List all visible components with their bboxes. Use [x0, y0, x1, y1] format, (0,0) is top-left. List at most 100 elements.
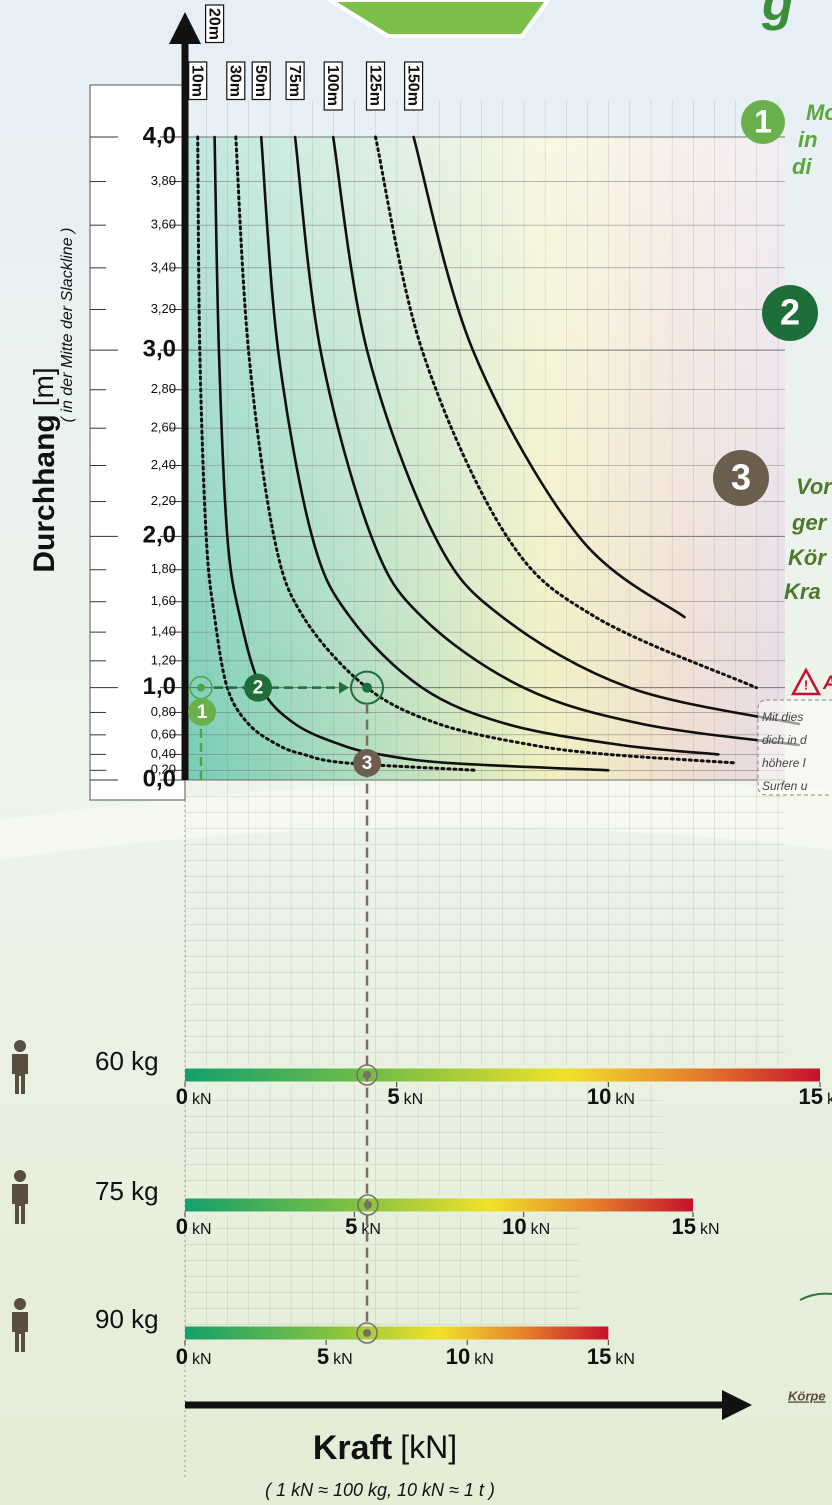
x-tick-unit: kN — [827, 1091, 832, 1108]
y-tick-label: 0,20 — [151, 762, 176, 777]
y-tick-label: 3,60 — [151, 217, 176, 232]
series-label-box: 125m — [365, 61, 386, 111]
example-reading-dot — [363, 1201, 372, 1209]
example-layer: 1 2 3 — [188, 670, 385, 1344]
y-tick-label: 1,60 — [151, 593, 176, 608]
x-tick-unit: kN — [615, 1091, 635, 1108]
x-tick-label: 10 — [446, 1344, 470, 1369]
x-tick-label: 5 — [345, 1214, 357, 1239]
step-badge-number: 3 — [731, 457, 751, 498]
series-label-frame — [285, 61, 305, 101]
series-label-box: 10m — [188, 61, 208, 101]
step-text: Mo — [806, 100, 832, 125]
warning-text: höhere l — [762, 756, 806, 770]
step-text: di — [792, 154, 812, 179]
x-tick-label: 0 — [176, 1344, 188, 1369]
person-icon — [14, 1298, 26, 1310]
plot-grid — [185, 100, 785, 780]
ruler — [89, 84, 186, 801]
series-label-box: 20m — [205, 4, 225, 44]
y-tick-label: 0,80 — [151, 704, 176, 719]
y-tick-label: 3,20 — [151, 301, 176, 316]
x-axis-title: Kraft [kN] — [313, 1429, 457, 1467]
y-tick-label: 2,60 — [151, 420, 176, 435]
weight-label: 90 kg — [95, 1304, 159, 1334]
step-badge — [762, 285, 818, 341]
series-label-frame — [365, 61, 386, 111]
step-marker — [244, 673, 273, 702]
series-label-frame — [205, 4, 225, 44]
x-label: Kraft — [313, 1429, 392, 1467]
x-tick-label: 5 — [387, 1084, 399, 1109]
series-label-frame — [226, 61, 246, 101]
y-tick-label: 3,40 — [151, 259, 176, 274]
y-tick-label: 3,0 — [143, 336, 176, 363]
warning-icon-mark: ! — [804, 677, 808, 692]
y-label: Durchhang — [28, 414, 61, 572]
series-label-box: 150m — [404, 61, 424, 111]
x-tick-unit: kN — [361, 1221, 381, 1238]
example-reading-dot — [363, 1071, 372, 1079]
step-text: Kör — [788, 545, 827, 570]
y-note: ( in der Mitte der Slackline ) — [59, 228, 76, 423]
weight-label: 60 kg — [95, 1046, 159, 1076]
x-tick-label: 15 — [672, 1214, 696, 1239]
series-label-box: 30m — [226, 61, 246, 101]
person-icon — [12, 1184, 28, 1224]
x-tick-unit: kN — [192, 1351, 212, 1368]
y-tick-label: 2,80 — [151, 381, 176, 396]
y-tick-label: 2,0 — [143, 522, 176, 549]
banner — [326, 0, 551, 38]
x-tick-label: 10 — [587, 1084, 611, 1109]
example-start-dot — [197, 683, 205, 692]
x-tick-label: 0 — [176, 1214, 188, 1239]
x-tick-unit: kN — [531, 1221, 551, 1238]
warning-icon — [790, 667, 822, 696]
curve — [259, 135, 720, 756]
y-tick-label: 4,0 — [143, 122, 176, 149]
x-tick-unit: kN — [192, 1221, 212, 1238]
curve — [331, 135, 801, 726]
series-label-frame — [251, 61, 271, 101]
weight-label: 75 kg — [95, 1176, 159, 1206]
caption-fragment: Körpe — [788, 1388, 826, 1403]
series-label: 75m — [286, 65, 303, 97]
step-text: Kra — [784, 579, 821, 604]
series-label-box: 100m — [323, 61, 343, 111]
x-tick-unit: kN — [700, 1221, 720, 1238]
x-tick-label: 15 — [587, 1344, 611, 1369]
x-tick-label: 10 — [502, 1214, 526, 1239]
warning-text: dich in d — [762, 733, 807, 747]
y-tick-label: 2,20 — [151, 493, 176, 508]
step-badge — [713, 450, 769, 506]
ruler-layer: 0,00,200,400,600,801,01,201,401,601,802,… — [90, 122, 185, 792]
step-text: in — [798, 127, 818, 152]
grid-layer — [185, 136, 785, 781]
illustration-fragment — [799, 1292, 832, 1301]
example-reading-dot — [363, 1329, 372, 1337]
y-tick-label: 1,40 — [151, 624, 176, 639]
series-label: 20m — [205, 8, 222, 40]
x-tick-unit: kN — [474, 1351, 494, 1368]
scale-layer: 60 kg0kN5kN10kN15kN75 kg0kN5kN10kN15kN90… — [12, 1040, 832, 1369]
y-tick-label: 3,80 — [151, 173, 176, 188]
step-marker — [353, 749, 382, 777]
x-note: ( 1 kN ≈ 100 kg, 10 kN ≈ 1 t ) — [265, 1480, 495, 1500]
person-icon — [14, 1040, 26, 1052]
force-scale-bar — [185, 1198, 693, 1212]
example-arrowhead — [339, 681, 350, 694]
series-label-frame — [404, 61, 424, 111]
warning-text: Mit dies — [762, 710, 803, 724]
example-reading — [356, 1064, 378, 1086]
lower-grid — [185, 1085, 663, 1195]
series-label: 100m — [324, 65, 341, 106]
series-label: 50m — [252, 65, 269, 97]
curve — [412, 135, 686, 619]
step-marker-number: 3 — [362, 753, 373, 774]
y-tick-label: 1,20 — [151, 652, 176, 667]
lower-grid — [185, 780, 785, 1065]
x-tick-unit: kN — [333, 1351, 353, 1368]
x-tick-label: 0 — [176, 1084, 188, 1109]
example-reading — [356, 1322, 378, 1344]
y-tick-label: 0,60 — [151, 726, 176, 741]
